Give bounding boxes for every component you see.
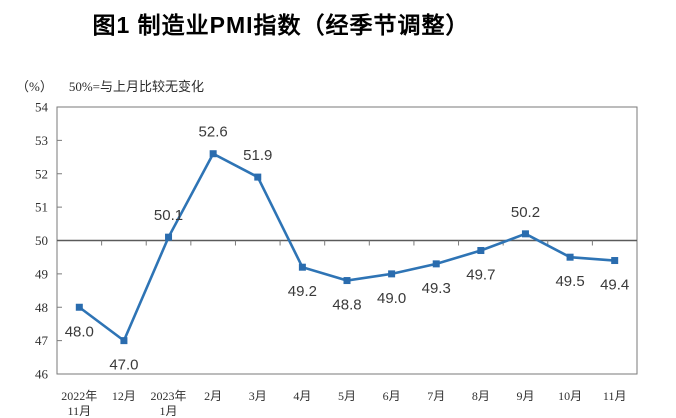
y-tick-label: 51 [35, 200, 48, 215]
chart-subtitle: （%） 50%=与上月比较无变化 [16, 76, 204, 95]
data-point-label: 48.0 [65, 323, 94, 340]
y-axis-unit-label: （%） [16, 79, 53, 94]
data-point-marker [566, 253, 574, 261]
data-point-marker [432, 260, 440, 268]
data-point-marker [343, 277, 351, 285]
data-point-label: 47.0 [109, 357, 138, 374]
x-tick-label: 12月 [112, 389, 136, 403]
x-tick-label: 7月 [427, 389, 445, 403]
data-point-marker [75, 303, 83, 311]
data-point-label: 49.0 [377, 290, 406, 307]
data-point-label: 49.3 [422, 280, 451, 297]
data-point-label: 49.2 [288, 283, 317, 300]
y-tick-label: 46 [35, 367, 49, 382]
data-point-label: 48.8 [332, 297, 361, 314]
x-tick-label: 11月 [603, 389, 627, 403]
reference-line-note: 50%=与上月比较无变化 [68, 79, 205, 94]
data-point-label: 49.4 [600, 277, 629, 294]
x-tick-label: 2023年 1月 [151, 389, 187, 418]
y-tick-label: 50 [35, 233, 48, 248]
x-tick-label: 3月 [249, 389, 267, 403]
y-tick-label: 54 [35, 100, 49, 115]
data-point-marker [209, 150, 217, 158]
data-point-marker [611, 257, 619, 265]
data-point-marker [388, 270, 396, 278]
x-tick-label: 10月 [558, 389, 582, 403]
y-tick-label: 52 [35, 166, 48, 181]
data-point-marker [254, 173, 262, 181]
x-tick-label: 6月 [383, 389, 401, 403]
x-tick-label: 2022年 11月 [61, 389, 97, 418]
data-point-marker [120, 337, 128, 345]
data-point-label: 50.2 [511, 204, 540, 221]
y-tick-label: 47 [35, 333, 49, 348]
y-tick-label: 49 [35, 266, 48, 281]
x-tick-label: 5月 [338, 389, 356, 403]
data-point-label: 49.7 [466, 267, 495, 284]
data-point-label: 52.6 [199, 124, 228, 141]
y-tick-label: 53 [35, 133, 48, 148]
data-point-marker [298, 263, 306, 271]
data-point-marker [165, 233, 173, 241]
chart-title: 图1 制造业PMI指数（经季节调整） [92, 12, 470, 38]
x-tick-label: 8月 [472, 389, 490, 403]
x-tick-label: 4月 [293, 389, 311, 403]
y-tick-label: 48 [35, 300, 48, 315]
data-point-label: 50.1 [154, 207, 183, 224]
data-point-label: 49.5 [555, 273, 584, 290]
data-point-label: 51.9 [243, 147, 272, 164]
data-point-marker [521, 230, 529, 238]
x-tick-label: 2月 [204, 389, 222, 403]
x-tick-label: 9月 [516, 389, 534, 403]
data-point-marker [477, 247, 485, 255]
